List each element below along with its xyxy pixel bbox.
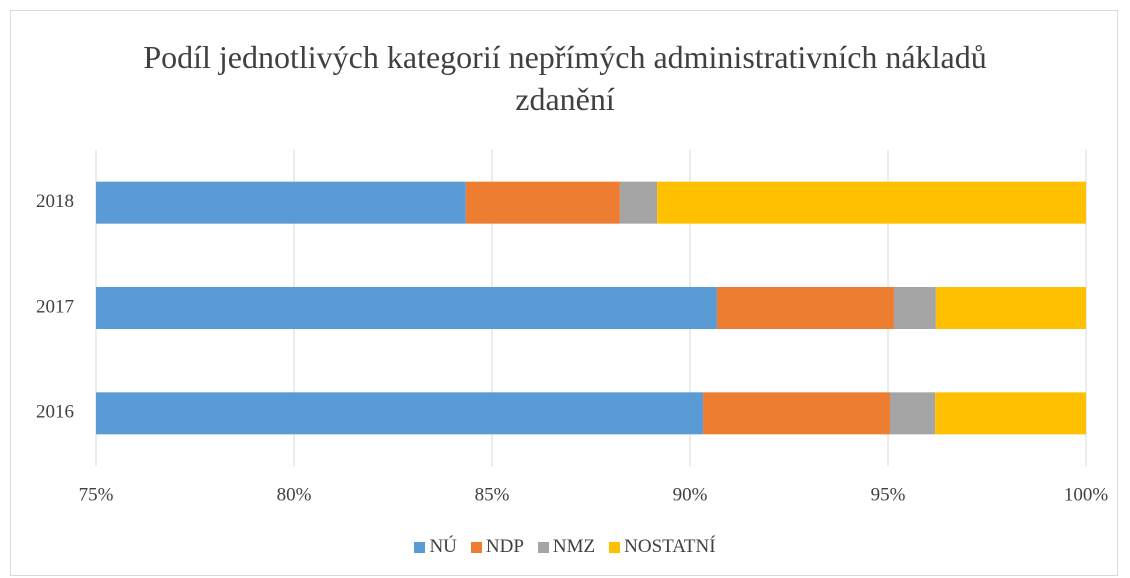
- legend-item: NÚ: [414, 536, 457, 558]
- legend-swatch: [537, 541, 549, 553]
- x-tick-label: 80%: [277, 484, 312, 505]
- bar-segment: [935, 287, 1086, 329]
- legend-label: NMZ: [552, 536, 596, 557]
- bar-segment: [465, 181, 620, 224]
- y-tick-label: 2017: [36, 296, 74, 317]
- x-tick-label: 85%: [475, 484, 510, 505]
- x-tick-label: 100%: [1064, 484, 1109, 505]
- x-tick-label: 90%: [673, 484, 708, 505]
- legend-item: NDP: [470, 536, 524, 558]
- legend-swatch: [414, 541, 426, 553]
- y-tick-label: 2016: [36, 402, 74, 423]
- legend-item: NOSTATNÍ: [609, 536, 716, 558]
- bar-segment: [703, 392, 890, 435]
- legend-label: NOSTATNÍ: [624, 536, 716, 557]
- bar-segment: [96, 181, 466, 224]
- legend-item: NMZ: [537, 536, 596, 558]
- legend-label: NÚ: [429, 536, 457, 557]
- bar-segment: [935, 392, 1086, 435]
- x-tick-label: 75%: [79, 484, 114, 505]
- y-tick-label: 2018: [36, 191, 74, 212]
- bar-segment: [619, 181, 658, 224]
- bar-segment: [889, 392, 936, 435]
- chart-border: [10, 10, 1118, 576]
- bar-segment: [716, 287, 894, 329]
- x-tick-label: 95%: [871, 484, 906, 505]
- legend-label: NDP: [485, 536, 524, 557]
- bar-segment: [96, 287, 717, 329]
- bar-segment: [657, 181, 1086, 224]
- bar-segment: [96, 392, 704, 435]
- legend: NÚ NDP NMZ NOSTATNÍ: [0, 536, 1130, 558]
- legend-swatch: [470, 541, 482, 553]
- legend-swatch: [609, 541, 621, 553]
- chart-title: Podíl jednotlivých kategorií nepřímých a…: [143, 39, 987, 117]
- bar-segment: [893, 287, 936, 329]
